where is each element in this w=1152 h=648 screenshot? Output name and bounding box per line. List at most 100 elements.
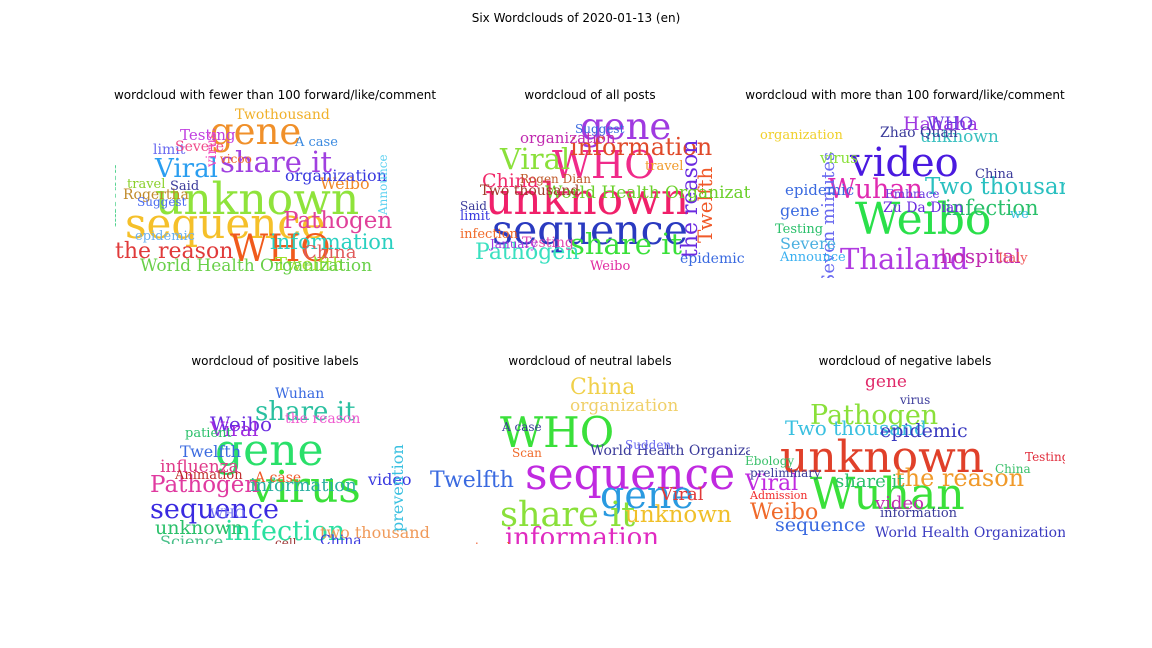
cloud-word: Viral [745, 471, 799, 496]
cloud-word: China [975, 167, 1014, 182]
cloud-word: unknown [155, 517, 244, 539]
cloud-word: Twelfth [275, 254, 344, 275]
panel-title: wordcloud with fewer than 100 forward/li… [113, 88, 437, 102]
panel-title: wordcloud of all posts [524, 88, 656, 102]
cloud-word: Testing [1025, 450, 1065, 464]
cloud-word: organization [285, 166, 387, 185]
cloud-word: gene [580, 108, 672, 148]
cloud-word: virus [204, 131, 220, 167]
cloud-word: infection [225, 516, 346, 544]
cloud-word: World Health Organization [875, 525, 1065, 541]
cloud-word: Thailand [840, 242, 969, 276]
cloud-word: A case [295, 135, 338, 150]
cloud-word: WHO [500, 408, 615, 457]
cloud-word: Viral [500, 142, 571, 176]
wordcloud-area: gene virus sequence infection share it Pathog… [115, 374, 435, 544]
cloud-word: Weibo [855, 194, 992, 245]
wordcloud-area: sequence WHO gene share it information unknow… [430, 374, 750, 545]
cloud-word: Wuhan [810, 469, 965, 520]
cloud-word: China [303, 242, 357, 263]
cloud-word: Viral [210, 417, 259, 441]
cloud-word: Sudden [625, 438, 672, 452]
wordcloud-area: unknown Wuhan Pathogen the reason Viral Weibo… [745, 374, 1065, 544]
cloud-word: Weibo [320, 174, 370, 193]
cloud-word: epidemic [135, 229, 195, 244]
cloud-word: travel [127, 177, 166, 192]
cloud-word: Science [160, 532, 224, 545]
cloud-word: China [482, 170, 539, 192]
cloud-word: the reason [115, 239, 234, 264]
wordcloud-panel-2: wordcloud of all posts unknown sequence WHO… [430, 88, 750, 296]
wordcloud-panel-6: wordcloud of negative labels unknown Wuhan… [745, 354, 1065, 562]
cloud-word: WHO [230, 227, 331, 270]
cloud-word: influenza [160, 457, 239, 477]
cloud-word: gene [600, 473, 694, 517]
cloud-word: virus [250, 462, 361, 513]
cloud-word: epidemic [680, 251, 745, 267]
cloud-word: information [570, 133, 713, 161]
cloud-word: limit [460, 209, 491, 224]
cloud-word: share it [570, 227, 683, 261]
cloud-word: Hahaha [903, 113, 979, 135]
panel-title: wordcloud of positive labels [191, 354, 359, 368]
cloud-word: Wuhan [828, 174, 923, 205]
cloud-word: preliminary [750, 466, 821, 480]
cloud-word: organization [760, 128, 843, 143]
cloud-word: Pathogen [150, 472, 260, 498]
cloud-word: patient [185, 426, 232, 441]
cloud-word: the reason [285, 411, 361, 427]
cloud-word: Suggest [137, 195, 187, 209]
cloud-word: Ebology [745, 454, 795, 468]
cloud-word: Weibo [750, 500, 819, 525]
cloud-word: Said [170, 179, 200, 194]
cloud-word: share it [255, 397, 356, 427]
cloud-word: Pathogen [283, 208, 393, 234]
wordcloud-panel-5: wordcloud of neutral labels sequence WHO ge… [430, 354, 750, 562]
wordcloud-panel-1: wordcloud with fewer than 100 forward/li… [114, 88, 436, 296]
cloud-word: China [320, 533, 362, 544]
cloud-word: virus [900, 393, 931, 407]
cloud-word: gene [865, 374, 907, 392]
cloud-word: Viral [155, 154, 218, 184]
cloud-word: unknown [155, 174, 360, 225]
cloud-word: Severe [175, 139, 225, 155]
cloud-word: Testing [180, 126, 236, 144]
panel-title: wordcloud of negative labels [818, 354, 992, 368]
figure-title: Six Wordclouds of 2020-01-13 (en) [471, 11, 681, 25]
cloud-word: Rogen Dian [520, 172, 591, 186]
cloud-word: Two thousand [925, 174, 1065, 200]
cloud-word: WHO [552, 143, 656, 187]
cloud-word: Rogertha [123, 187, 189, 203]
cloud-word: sequence [492, 206, 688, 254]
cloud-word: Announce [780, 250, 846, 265]
panel-title: wordcloud of neutral labels [508, 354, 672, 368]
cloud-word: travel [475, 541, 510, 544]
cloud-word: Scan [512, 446, 542, 460]
cloud-word: vicoo [220, 152, 252, 166]
cloud-word: Twothousand [235, 108, 330, 123]
cloud-word: Wuhan [275, 386, 325, 402]
cloud-word: Two thousand [480, 183, 580, 199]
wordcloud-area: unknown sequence WHO gene share it Viral Patho… [115, 108, 435, 278]
cloud-word: World Health Organization [590, 443, 750, 459]
cloud-word: Admission [750, 489, 808, 502]
cloud-word: sequence [525, 449, 736, 500]
cloud-word: infection [945, 196, 1039, 220]
cloud-word: A case [502, 420, 542, 434]
cloud-word: Pathogen [475, 240, 580, 265]
cloud-word: the reason [895, 464, 1025, 492]
cloud-word: share it [220, 145, 333, 179]
cloud-word: gene [780, 201, 820, 220]
cloud-word: Twelfth [180, 442, 242, 461]
cloud-word: travel [645, 159, 684, 174]
cloud-word: Zhao Quan [880, 125, 958, 141]
cloud-word: WHO [927, 114, 974, 134]
cloud-word: epidemic [785, 181, 855, 199]
cloud-word: information [270, 230, 395, 254]
cloud-word: virus [820, 149, 858, 167]
cloud-word: video [850, 140, 959, 186]
cloud-word: Announce [376, 154, 390, 215]
cloud-word: World Health Organization [545, 183, 750, 203]
cloud-word: Weibo [590, 259, 631, 274]
cloud-word: limit [153, 142, 186, 158]
